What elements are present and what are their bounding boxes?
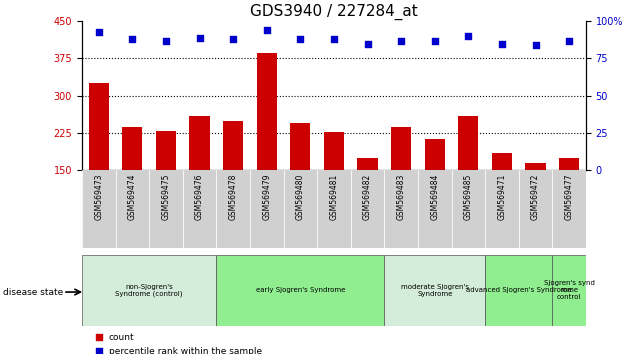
FancyBboxPatch shape [418, 170, 452, 248]
Point [396, 38, 406, 44]
FancyBboxPatch shape [82, 255, 216, 326]
Bar [256, 53, 277, 244]
Text: GSM569473: GSM569473 [94, 174, 103, 220]
Text: advanced Sjogren's Syndrome: advanced Sjogren's Syndrome [466, 287, 571, 293]
Text: early Sjogren's Syndrome: early Sjogren's Syndrome [256, 287, 345, 293]
FancyBboxPatch shape [82, 170, 115, 248]
Text: GSM569476: GSM569476 [195, 174, 204, 220]
Point [161, 38, 171, 44]
Bar [290, 123, 311, 244]
Bar [156, 131, 176, 244]
Point [463, 33, 473, 39]
Bar [525, 164, 546, 244]
Bar [357, 158, 377, 244]
Text: GSM569471: GSM569471 [498, 174, 507, 220]
Text: GSM569483: GSM569483 [397, 174, 406, 220]
FancyBboxPatch shape [384, 170, 418, 248]
Point [564, 38, 574, 44]
Text: moderate Sjogren's
Syndrome: moderate Sjogren's Syndrome [401, 284, 469, 297]
FancyBboxPatch shape [485, 255, 553, 326]
FancyBboxPatch shape [485, 170, 518, 248]
Text: count: count [109, 332, 134, 342]
Bar [324, 132, 344, 244]
FancyBboxPatch shape [250, 170, 284, 248]
Point [127, 36, 137, 42]
Bar [122, 127, 142, 244]
FancyBboxPatch shape [351, 170, 384, 248]
Bar [458, 116, 478, 244]
FancyBboxPatch shape [553, 255, 586, 326]
FancyBboxPatch shape [216, 255, 384, 326]
Title: GDS3940 / 227284_at: GDS3940 / 227284_at [250, 4, 418, 20]
FancyBboxPatch shape [317, 170, 351, 248]
Text: GSM569478: GSM569478 [229, 174, 238, 220]
Text: GSM569475: GSM569475 [161, 174, 170, 220]
Bar [89, 83, 109, 244]
FancyBboxPatch shape [115, 170, 149, 248]
Text: GSM569474: GSM569474 [128, 174, 137, 220]
Text: disease state: disease state [3, 287, 64, 297]
Point [295, 36, 306, 42]
Bar [190, 116, 210, 244]
FancyBboxPatch shape [553, 170, 586, 248]
Point [195, 35, 205, 40]
Point [430, 38, 440, 44]
Text: GSM569485: GSM569485 [464, 174, 472, 220]
FancyBboxPatch shape [384, 255, 485, 326]
Point [329, 36, 339, 42]
Text: non-Sjogren's
Syndrome (control): non-Sjogren's Syndrome (control) [115, 284, 183, 297]
Point [94, 29, 104, 34]
Bar [223, 121, 243, 244]
Text: GSM569481: GSM569481 [329, 174, 338, 220]
Text: GSM569477: GSM569477 [564, 174, 573, 220]
FancyBboxPatch shape [452, 170, 485, 248]
Text: GSM569484: GSM569484 [430, 174, 439, 220]
Text: GSM569480: GSM569480 [296, 174, 305, 220]
Text: Sjogren's synd
rome
control: Sjogren's synd rome control [544, 280, 595, 300]
Point [362, 41, 372, 46]
FancyBboxPatch shape [518, 170, 553, 248]
Point [94, 334, 104, 340]
Bar [391, 127, 411, 244]
Text: GSM569479: GSM569479 [262, 174, 271, 220]
FancyBboxPatch shape [149, 170, 183, 248]
Point [228, 36, 238, 42]
Text: GSM569482: GSM569482 [363, 174, 372, 220]
Bar [492, 153, 512, 244]
FancyBboxPatch shape [284, 170, 317, 248]
Text: percentile rank within the sample: percentile rank within the sample [109, 347, 262, 354]
Bar [559, 158, 579, 244]
Text: GSM569472: GSM569472 [531, 174, 540, 220]
Point [497, 41, 507, 46]
FancyBboxPatch shape [216, 170, 250, 248]
Point [261, 27, 272, 33]
Point [530, 42, 541, 48]
FancyBboxPatch shape [183, 170, 216, 248]
Point [94, 348, 104, 354]
Bar [425, 139, 445, 244]
